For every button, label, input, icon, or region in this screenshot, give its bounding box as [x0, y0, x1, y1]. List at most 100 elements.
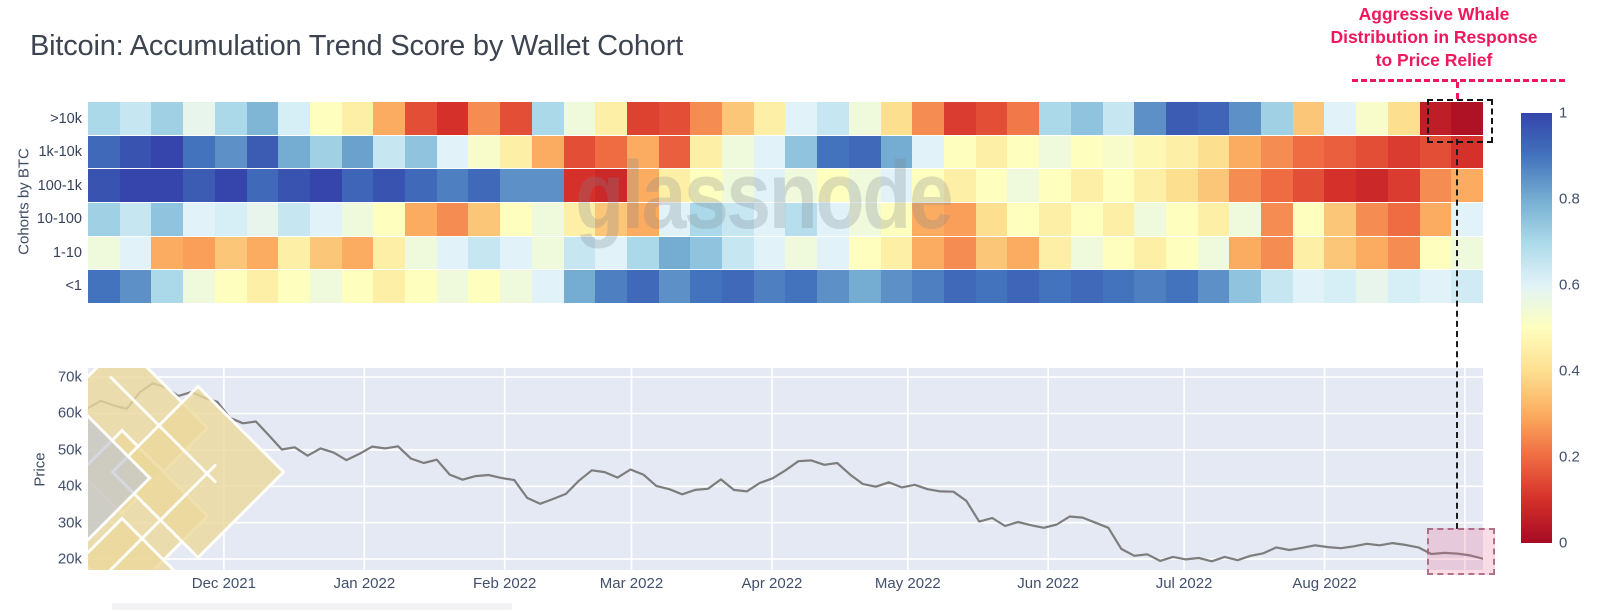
heatmap-cell: [151, 203, 184, 236]
heatmap-cell: [1387, 135, 1420, 169]
price-x-tick-label: May 2022: [874, 575, 941, 592]
heatmap-cell: [246, 102, 279, 135]
heatmap-cell: [1419, 270, 1452, 304]
colorbar-tick-label: 0.2: [1559, 448, 1580, 466]
heatmap-cell: [468, 135, 501, 169]
heatmap-cell: [722, 236, 754, 270]
heatmap-cell: [1356, 102, 1388, 135]
heatmap-cell: [214, 102, 247, 135]
heatmap-cell: [880, 135, 913, 169]
heatmap-cell: [531, 169, 564, 203]
annotation-line-2: Distribution in Response: [1330, 27, 1538, 47]
heatmap-cell: [880, 169, 913, 203]
heatmap-cell: [341, 102, 374, 135]
annotation-connector-pink: [1456, 82, 1459, 99]
heatmap-cell: [214, 203, 247, 236]
heatmap-cell: [1356, 270, 1388, 304]
heatmap-cell: [151, 135, 184, 169]
heatmap-cell: [1165, 102, 1198, 135]
heatmap-cell: [309, 270, 342, 304]
heatmap-cell: [975, 102, 1008, 135]
heatmap-cell: [1261, 169, 1293, 203]
heatmap-cell: [1039, 135, 1071, 169]
heatmap-cell: [626, 135, 659, 169]
heatmap-cell: [1229, 169, 1262, 203]
heatmap-cell: [563, 135, 596, 169]
heatmap-cell: [1261, 135, 1293, 169]
heatmap-cell: [817, 135, 849, 169]
colorbar-tick-label: 1: [1559, 104, 1568, 122]
colorbar-tick-label: 0.6: [1559, 276, 1580, 294]
heatmap-cell: [785, 203, 818, 236]
heatmap-cell: [1197, 169, 1230, 203]
heatmap-row->10k: [88, 102, 1483, 135]
heatmap-cell: [88, 169, 120, 203]
heatmap-cell: [531, 236, 564, 270]
heatmap-cell: [912, 135, 944, 169]
heatmap-cell: [246, 169, 279, 203]
heatmap-cell: [1102, 102, 1135, 135]
heatmap-cell: [1324, 169, 1357, 203]
heatmap-cell: [975, 203, 1008, 236]
heatmap-cell: [848, 135, 881, 169]
heatmap-cell: [1324, 236, 1357, 270]
heatmap-cell: [405, 270, 437, 304]
heatmap-cell: [753, 236, 786, 270]
heatmap-cell: [1165, 236, 1198, 270]
heatmap-cell: [817, 203, 849, 236]
heatmap-cell: [500, 270, 532, 304]
heatmap-cell: [278, 203, 310, 236]
heatmap-cell: [531, 270, 564, 304]
heatmap-cell: [1261, 203, 1293, 236]
heatmap-cell: [1070, 203, 1103, 236]
heatmap-cell: [278, 169, 310, 203]
heatmap-cell: [1229, 236, 1262, 270]
heatmap-cell: [1039, 169, 1071, 203]
heatmap-cell: [341, 270, 374, 304]
heatmap-cell: [595, 203, 627, 236]
heatmap-cell: [436, 236, 469, 270]
heatmap-cell: [436, 270, 469, 304]
heatmap-cell: [309, 203, 342, 236]
heatmap-cell: [848, 236, 881, 270]
heatmap-cell: [753, 203, 786, 236]
heatmap-cell: [563, 203, 596, 236]
heatmap-cell: [1197, 102, 1230, 135]
heatmap-cell: [88, 270, 120, 304]
price-x-tick-label: Jun 2022: [1017, 575, 1080, 592]
heatmap-cell: [214, 270, 247, 304]
price-x-tick-label: Jul 2022: [1155, 575, 1213, 592]
annotation-line-3: to Price Relief: [1375, 50, 1493, 70]
heatmap-cell: [1419, 236, 1452, 270]
heatmap-cell: [1102, 169, 1135, 203]
heatmap-cell: [500, 102, 532, 135]
heatmap-cell: [1070, 270, 1103, 304]
heatmap-cell: [309, 236, 342, 270]
heatmap-cell: [373, 270, 406, 304]
heatmap-cell: [626, 203, 659, 236]
heatmap-cell: [405, 203, 437, 236]
heatmap-cell: [468, 102, 501, 135]
heatmap-cell: [151, 236, 184, 270]
heatmap-cell: [1229, 102, 1262, 135]
price-y-tick-label: 40k: [57, 477, 82, 495]
heatmap-cell: [183, 102, 215, 135]
heatmap-cell: [1356, 169, 1388, 203]
heatmap-cell: [309, 102, 342, 135]
heatmap-cell: [1356, 236, 1388, 270]
heatmap-cell: [1292, 102, 1325, 135]
colorbar: [1521, 113, 1552, 543]
colorbar-tick-label: 0: [1559, 534, 1568, 552]
heatmap-cell: [88, 203, 120, 236]
price-y-tick-label: 60k: [57, 404, 82, 422]
heatmap-cell: [785, 135, 818, 169]
heatmap-cell: [1387, 102, 1420, 135]
page-title: Bitcoin: Accumulation Trend Score by Wal…: [30, 30, 684, 62]
heatmap-cell: [436, 203, 469, 236]
heatmap-cell: [1292, 135, 1325, 169]
heatmap-cell: [468, 203, 501, 236]
price-y-tick-label: 50k: [57, 441, 82, 459]
heatmap-cell: [943, 102, 976, 135]
heatmap-cell: [595, 236, 627, 270]
